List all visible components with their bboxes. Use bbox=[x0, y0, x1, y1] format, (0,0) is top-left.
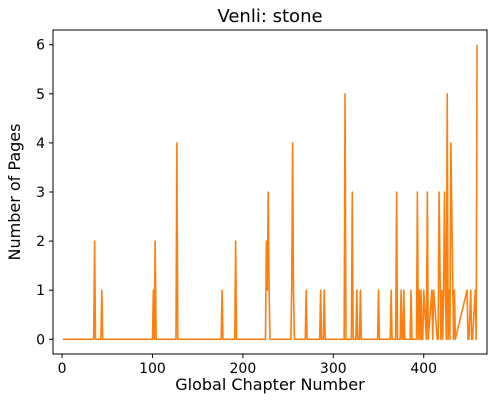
y-tick-label: 5 bbox=[36, 87, 45, 103]
y-tick-label: 2 bbox=[36, 234, 45, 250]
plot-area: 0 100 200 300 400 0 1 2 3 4 5 6 bbox=[36, 29, 488, 377]
x-axis-ticks: 0 100 200 300 400 bbox=[58, 354, 437, 377]
x-axis-label: Global Chapter Number bbox=[175, 375, 365, 394]
x-tick-label: 300 bbox=[320, 361, 347, 377]
x-tick-label: 400 bbox=[410, 361, 437, 377]
y-tick-label: 0 bbox=[36, 332, 45, 348]
chart-title: Venli: stone bbox=[217, 6, 322, 27]
x-tick-label: 0 bbox=[58, 361, 67, 377]
y-tick-label: 1 bbox=[36, 283, 45, 299]
y-tick-label: 4 bbox=[36, 136, 45, 152]
x-tick-label: 100 bbox=[139, 361, 166, 377]
y-axis-label: Number of Pages bbox=[5, 124, 24, 261]
series-line-0 bbox=[62, 44, 478, 341]
x-tick-label: 200 bbox=[230, 361, 257, 377]
series-layer bbox=[62, 44, 478, 341]
y-axis-ticks: 0 1 2 3 4 5 6 bbox=[36, 38, 53, 348]
y-tick-label: 3 bbox=[36, 185, 45, 201]
y-tick-label: 6 bbox=[36, 38, 45, 54]
